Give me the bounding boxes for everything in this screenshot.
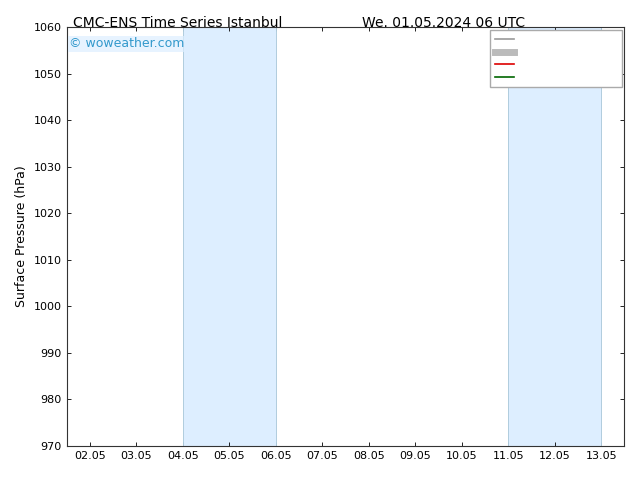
Text: We. 01.05.2024 06 UTC: We. 01.05.2024 06 UTC — [362, 16, 526, 30]
Legend: min/max, Standard deviation, Ensemble mean run, Controll run: min/max, Standard deviation, Ensemble me… — [490, 30, 621, 87]
Y-axis label: Surface Pressure (hPa): Surface Pressure (hPa) — [15, 166, 28, 307]
Bar — [183, 27, 276, 446]
Text: CMC-ENS Time Series Istanbul: CMC-ENS Time Series Istanbul — [73, 16, 282, 30]
Bar — [508, 27, 601, 446]
Text: © woweather.com: © woweather.com — [69, 37, 184, 50]
